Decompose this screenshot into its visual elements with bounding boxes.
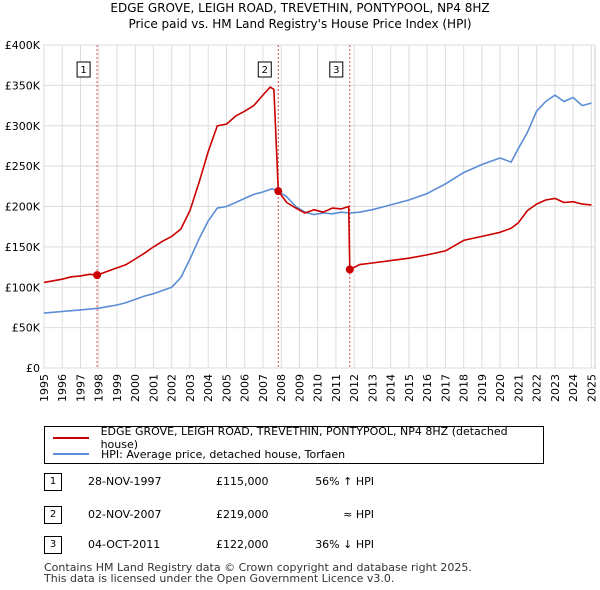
legend-item-property: EDGE GROVE, LEIGH ROAD, TREVETHIN, PONTY… — [53, 425, 543, 451]
x-tick-label: 2020 — [494, 374, 507, 402]
x-tick-label: 2021 — [512, 374, 525, 402]
sale-number-badge: 1 — [44, 473, 62, 491]
sale-number-badge: 3 — [44, 536, 62, 554]
sale-label-box — [329, 61, 344, 78]
sale-price: £219,000 — [216, 508, 269, 521]
x-tick-label: 2010 — [312, 374, 325, 402]
legend: EDGE GROVE, LEIGH ROAD, TREVETHIN, PONTY… — [44, 425, 544, 464]
sale-row: 2 02-NOV-2007 £219,000 ≈ HPI — [44, 506, 564, 524]
sale-point — [345, 265, 354, 274]
x-tick-label: 1995 — [38, 374, 51, 402]
x-tick-label: 2003 — [184, 374, 197, 402]
x-tick-label: 2023 — [549, 374, 562, 402]
sale-price: £122,000 — [216, 538, 269, 551]
y-tick-label: £50K — [12, 322, 41, 335]
footer: Contains HM Land Registry data © Crown c… — [44, 562, 472, 584]
sale-number-badge: 2 — [44, 506, 62, 524]
sale-date: 28-NOV-1997 — [88, 475, 162, 488]
x-tick-label: 2022 — [531, 374, 544, 402]
x-tick-label: 2005 — [220, 374, 233, 402]
x-tick-label: 2012 — [348, 374, 361, 402]
legend-swatch-property — [53, 437, 89, 439]
sale-markers: 1 2 3 — [76, 61, 354, 280]
chart-title: EDGE GROVE, LEIGH ROAD, TREVETHIN, PONTY… — [110, 1, 489, 15]
y-tick-label: £250K — [5, 160, 41, 173]
x-tick-label: 2024 — [567, 374, 580, 402]
sale-hpi-comparison: 56% ↑ HPI — [315, 475, 374, 488]
grid — [43, 44, 595, 369]
legend-swatch-hpi — [53, 453, 89, 455]
legend-item-hpi: HPI: Average price, detached house, Torf… — [53, 446, 345, 462]
sale-label: 1 — [80, 65, 86, 76]
sale-point — [274, 187, 283, 196]
x-tick-label: 2001 — [147, 374, 160, 402]
series-line — [43, 86, 592, 284]
x-tick-label: 2011 — [330, 374, 343, 402]
x-tick-label: 1999 — [111, 374, 124, 402]
footer-licence: This data is licensed under the Open Gov… — [44, 572, 395, 585]
sale-row: 3 04-OCT-2011 £122,000 36% ↓ HPI — [44, 536, 564, 554]
x-tick-label: 1997 — [74, 374, 87, 402]
legend-label-property: EDGE GROVE, LEIGH ROAD, TREVETHIN, PONTY… — [100, 425, 508, 451]
y-tick-label: £0 — [26, 362, 40, 375]
series-lines — [43, 86, 592, 314]
x-tick-label: 2025 — [585, 374, 598, 402]
x-tick-label: 2008 — [275, 374, 288, 402]
sale-label: 3 — [333, 65, 339, 76]
y-tick-label: £100K — [5, 281, 41, 294]
x-tick-label: 1996 — [56, 374, 69, 402]
x-tick-label: 2000 — [129, 374, 142, 402]
chart-subtitle: Price paid vs. HM Land Registry's House … — [128, 17, 471, 31]
sale-vertical-lines — [96, 45, 351, 368]
sale-date: 02-NOV-2007 — [88, 508, 162, 521]
footer-copyright: Contains HM Land Registry data © Crown c… — [44, 561, 472, 574]
sale-hpi-comparison: 36% ↓ HPI — [315, 538, 374, 551]
sale-label-box — [257, 61, 272, 78]
x-tick-label: 2007 — [257, 374, 270, 402]
series-line — [43, 94, 592, 314]
x-tick-label: 2006 — [239, 374, 252, 402]
legend-label-hpi: HPI: Average price, detached house, Torf… — [101, 447, 346, 461]
x-tick-label: 2002 — [166, 374, 179, 402]
sale-row: 1 28-NOV-1997 £115,000 56% ↑ HPI — [44, 473, 564, 491]
y-tick-label: £400K — [5, 39, 41, 52]
y-axis-ticks: £0 £50K £100K £150K £200K £250K £300K £350K £400… — [5, 39, 41, 375]
x-tick-label: 2015 — [403, 374, 416, 402]
sale-date: 04-OCT-2011 — [88, 538, 161, 551]
x-tick-label: 2018 — [458, 374, 471, 402]
y-tick-label: £300K — [5, 120, 41, 133]
sale-label: 2 — [262, 65, 268, 76]
x-tick-label: 2004 — [202, 374, 215, 402]
x-tick-label: 2017 — [439, 374, 452, 402]
y-tick-label: £350K — [5, 79, 41, 92]
y-tick-label: £150K — [5, 241, 41, 254]
x-tick-label: 2014 — [385, 374, 398, 402]
x-tick-label: 2013 — [366, 374, 379, 402]
sale-point — [93, 271, 102, 280]
x-tick-label: 2016 — [421, 374, 434, 402]
sale-hpi-comparison: ≈ HPI — [343, 508, 374, 521]
x-axis-ticks: 1995 1996 1997 1998 1999 2000 2001 2002 2003 2004… — [38, 374, 598, 402]
x-tick-label: 1998 — [93, 374, 106, 402]
sale-label-box — [76, 61, 91, 78]
price-chart: EDGE GROVE, LEIGH ROAD, TREVETHIN, PONTY… — [5, 1, 599, 402]
x-tick-label: 2009 — [293, 374, 306, 402]
x-tick-label: 2019 — [476, 374, 489, 402]
y-tick-label: £200K — [5, 201, 41, 214]
sale-price: £115,000 — [216, 475, 269, 488]
